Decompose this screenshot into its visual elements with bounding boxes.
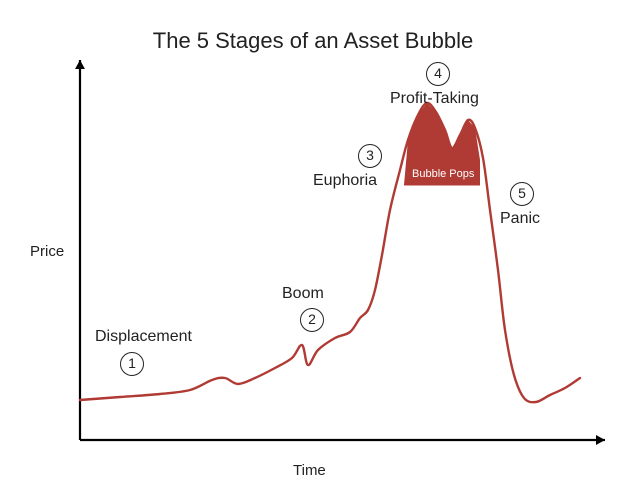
stage-badge-5: 5 xyxy=(510,182,534,206)
stage-badge-2: 2 xyxy=(300,308,324,332)
stage-badge-4: 4 xyxy=(426,62,450,86)
stage-label-1: Displacement xyxy=(95,328,192,346)
plot-svg xyxy=(0,0,626,501)
stage-label-2: Boom xyxy=(282,285,324,303)
stage-badge-1: 1 xyxy=(120,352,144,376)
stage-label-3: Euphoria xyxy=(313,172,377,190)
stage-label-4: Profit-Taking xyxy=(390,90,479,108)
bubble-pops-label: Bubble Pops xyxy=(412,168,474,180)
diagram-canvas: The 5 Stages of an Asset Bubble Price Ti… xyxy=(0,0,626,501)
stage-badge-3: 3 xyxy=(358,144,382,168)
stage-label-5: Panic xyxy=(500,210,540,228)
